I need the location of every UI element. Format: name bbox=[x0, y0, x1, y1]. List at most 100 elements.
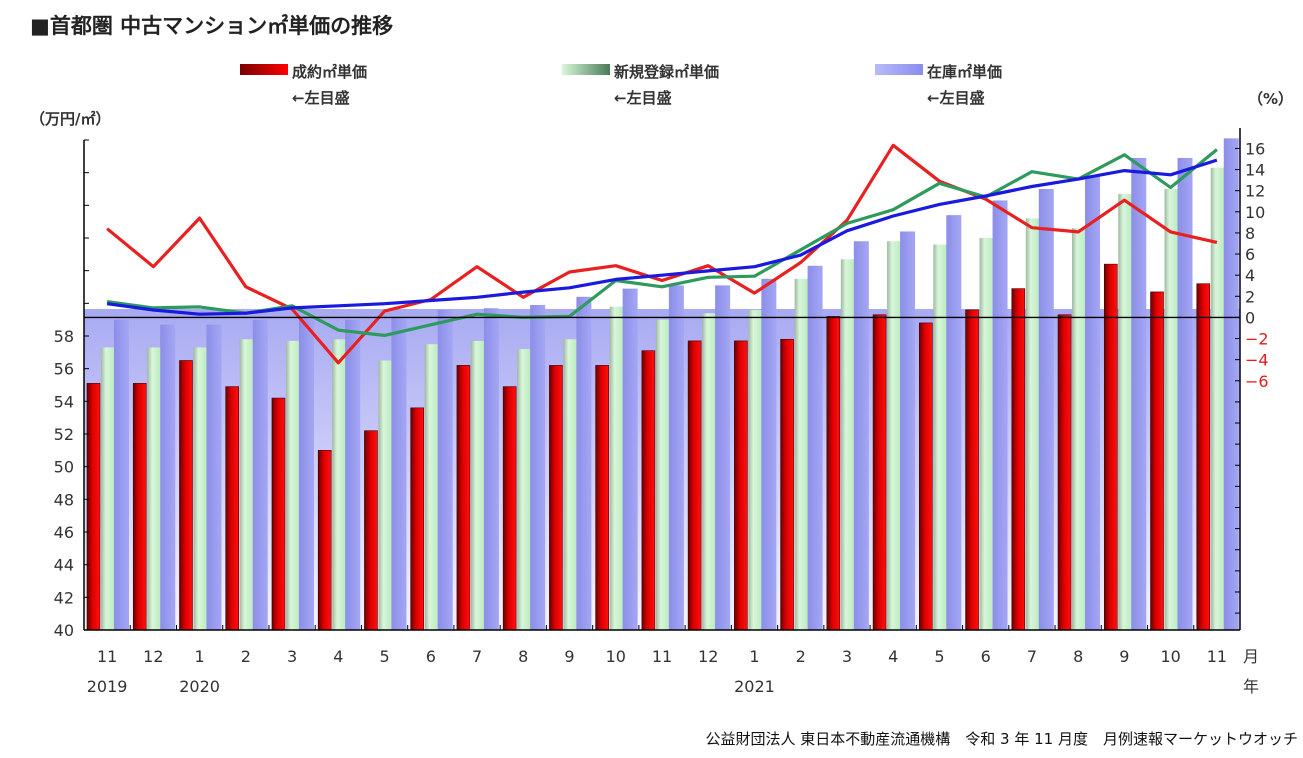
year-label: 2021 bbox=[734, 677, 775, 696]
bar-new-listing bbox=[147, 347, 162, 630]
month-label: 3 bbox=[842, 647, 852, 666]
bar-contract bbox=[1196, 283, 1211, 631]
year-label: 2019 bbox=[87, 677, 128, 696]
bar-new-listing bbox=[794, 278, 809, 630]
right-tick-label: 12 bbox=[1245, 182, 1265, 201]
right-tick-label: 6 bbox=[1245, 245, 1255, 264]
right-tick-label: −6 bbox=[1245, 372, 1269, 391]
bar-contract bbox=[687, 340, 702, 631]
bar-new-listing bbox=[748, 309, 763, 630]
month-label: 8 bbox=[518, 647, 528, 666]
month-label: 5 bbox=[934, 647, 944, 666]
month-label: 11 bbox=[652, 647, 672, 666]
bar-contract bbox=[1150, 291, 1164, 631]
legend-swatch-inventory bbox=[875, 64, 923, 75]
bar-new-listing bbox=[609, 306, 624, 630]
month-unit-label: 月 bbox=[1243, 647, 1259, 666]
month-label: 10 bbox=[1160, 647, 1180, 666]
bar-inventory bbox=[1131, 157, 1147, 630]
bar-inventory bbox=[946, 215, 962, 630]
bar-new-listing bbox=[285, 340, 300, 630]
left-axis-unit: （万円/㎡） bbox=[30, 110, 110, 128]
bar-contract bbox=[132, 383, 147, 631]
bar-inventory bbox=[206, 324, 222, 630]
bar-inventory bbox=[1085, 175, 1101, 630]
bar-contract bbox=[271, 397, 286, 631]
month-label: 11 bbox=[97, 647, 117, 666]
bar-inventory bbox=[900, 231, 916, 630]
bar-contract bbox=[1103, 263, 1118, 631]
bar-new-listing bbox=[101, 347, 115, 630]
month-label: 1 bbox=[749, 647, 759, 666]
left-tick-label: 40 bbox=[54, 621, 74, 640]
month-label: 12 bbox=[143, 647, 163, 666]
bar-contract bbox=[225, 386, 240, 631]
bar-new-listing bbox=[840, 259, 855, 630]
right-tick-label: 10 bbox=[1245, 203, 1265, 222]
left-tick-label: 56 bbox=[54, 360, 74, 379]
bar-new-listing bbox=[239, 339, 254, 630]
bar-new-listing bbox=[193, 347, 208, 630]
left-tick-label: 54 bbox=[54, 392, 74, 411]
right-tick-label: −4 bbox=[1245, 351, 1269, 370]
bar-new-listing bbox=[979, 238, 994, 630]
bar-inventory bbox=[1177, 157, 1193, 630]
month-label: 5 bbox=[379, 647, 389, 666]
bar-inventory bbox=[992, 200, 1008, 630]
right-tick-label: 16 bbox=[1245, 139, 1265, 158]
left-tick-label: 48 bbox=[54, 490, 74, 509]
bar-contract bbox=[364, 430, 378, 631]
bar-new-listing bbox=[1210, 167, 1225, 630]
year-unit-label: 年 bbox=[1243, 677, 1259, 696]
bar-inventory bbox=[1038, 189, 1054, 630]
month-label: 2 bbox=[241, 647, 251, 666]
year-label: 2020 bbox=[179, 677, 220, 696]
bar-contract bbox=[965, 309, 979, 631]
bar-inventory bbox=[807, 265, 823, 630]
legend-sub-contract: ←左目盛 bbox=[292, 89, 350, 107]
legend-sub-new-listing: ←左目盛 bbox=[614, 89, 672, 107]
month-label: 7 bbox=[472, 647, 482, 666]
left-tick-label: 50 bbox=[54, 458, 74, 477]
bar-contract bbox=[179, 360, 193, 631]
month-label: 9 bbox=[564, 647, 574, 666]
bar-new-listing bbox=[517, 349, 532, 630]
right-axis-unit: （%） bbox=[1248, 90, 1293, 108]
bar-new-listing bbox=[1025, 218, 1040, 630]
bar-contract bbox=[456, 365, 471, 631]
month-label: 4 bbox=[333, 647, 343, 666]
month-label: 9 bbox=[1119, 647, 1129, 666]
bar-new-listing bbox=[1072, 228, 1087, 630]
bar-contract bbox=[317, 450, 332, 631]
month-label: 2 bbox=[796, 647, 806, 666]
month-label: 6 bbox=[426, 647, 436, 666]
left-tick-label: 44 bbox=[54, 556, 74, 575]
bar-contract bbox=[734, 340, 748, 631]
bar-inventory bbox=[530, 304, 546, 630]
bar-inventory bbox=[298, 318, 314, 630]
bar-contract bbox=[1057, 314, 1072, 631]
bar-new-listing bbox=[332, 339, 347, 630]
legend: 成約㎡単価 ←左目盛 新規登録㎡単価 ←左目盛 在庫㎡単価 ←左目盛 bbox=[240, 63, 1002, 107]
line-inventory-yoy bbox=[106, 158, 1218, 316]
bars bbox=[86, 138, 1239, 631]
bar-new-listing bbox=[887, 241, 902, 630]
chart-title: ■首都圏 中古マンション㎡単価の推移 bbox=[30, 14, 393, 38]
legend-swatch-contract bbox=[240, 64, 288, 75]
left-tick-label: 58 bbox=[54, 327, 74, 346]
legend-label-inventory: 在庫㎡単価 bbox=[927, 63, 1002, 81]
axis-labels: 404244464850525456581614121086420−2−4−61… bbox=[54, 139, 1269, 696]
bar-inventory bbox=[391, 318, 407, 630]
right-tick-label: 14 bbox=[1245, 161, 1265, 180]
bar-inventory bbox=[160, 324, 176, 630]
bar-inventory bbox=[576, 296, 592, 630]
bar-new-listing bbox=[563, 339, 578, 630]
month-label: 7 bbox=[1027, 647, 1037, 666]
right-tick-label: 2 bbox=[1245, 287, 1255, 306]
bar-inventory bbox=[853, 241, 869, 630]
bar-contract bbox=[595, 365, 609, 631]
right-tick-label: 0 bbox=[1245, 308, 1255, 327]
bar-contract bbox=[549, 365, 563, 631]
bar-inventory bbox=[437, 309, 453, 630]
